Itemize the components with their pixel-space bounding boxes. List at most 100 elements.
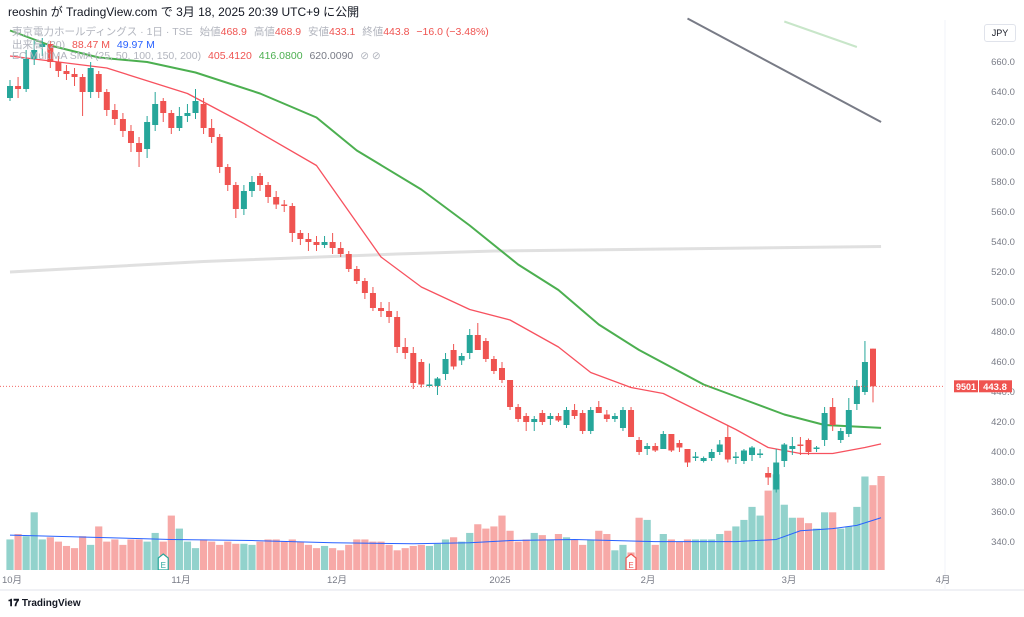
candle[interactable] bbox=[861, 341, 868, 395]
candle[interactable] bbox=[458, 353, 465, 365]
candle[interactable] bbox=[39, 38, 46, 56]
candle[interactable] bbox=[192, 89, 199, 119]
candle[interactable] bbox=[789, 437, 796, 455]
candle[interactable] bbox=[216, 134, 223, 173]
candle[interactable] bbox=[95, 71, 102, 98]
candle[interactable] bbox=[684, 449, 691, 467]
earnings-marker[interactable]: E bbox=[157, 553, 169, 570]
candle[interactable] bbox=[587, 407, 594, 434]
candle[interactable] bbox=[870, 348, 876, 403]
candle[interactable] bbox=[716, 440, 723, 455]
candle[interactable] bbox=[732, 452, 739, 464]
candle[interactable] bbox=[103, 89, 110, 116]
candle[interactable] bbox=[136, 137, 143, 167]
candle[interactable] bbox=[797, 437, 804, 455]
symbol-title[interactable]: 東京電力ホールディングス · 1日 · TSE bbox=[12, 26, 193, 38]
candle[interactable] bbox=[426, 363, 433, 388]
candle[interactable] bbox=[176, 107, 183, 131]
candle[interactable] bbox=[119, 113, 126, 137]
candle[interactable] bbox=[547, 413, 554, 425]
candle[interactable] bbox=[289, 203, 296, 242]
candle[interactable] bbox=[321, 236, 328, 248]
candle[interactable] bbox=[337, 242, 344, 257]
earnings-marker[interactable]: E bbox=[625, 553, 637, 570]
candle[interactable] bbox=[305, 233, 312, 251]
candle[interactable] bbox=[845, 398, 852, 437]
candle[interactable] bbox=[418, 359, 425, 388]
tradingview-logo[interactable]: 𝟏𝟕 TradingView bbox=[8, 598, 81, 609]
candle[interactable] bbox=[571, 404, 578, 419]
candle[interactable] bbox=[224, 164, 231, 191]
candle[interactable] bbox=[853, 380, 860, 410]
candle[interactable] bbox=[7, 80, 13, 101]
candle[interactable] bbox=[724, 425, 731, 463]
candle[interactable] bbox=[168, 110, 175, 134]
candle[interactable] bbox=[257, 173, 264, 191]
candle[interactable] bbox=[281, 200, 288, 212]
candle[interactable] bbox=[240, 185, 247, 215]
candle[interactable] bbox=[708, 449, 715, 461]
candle[interactable] bbox=[15, 77, 22, 98]
candle[interactable] bbox=[79, 74, 86, 116]
candle[interactable] bbox=[821, 407, 828, 446]
candle[interactable] bbox=[757, 449, 764, 458]
candle[interactable] bbox=[23, 50, 30, 92]
candle[interactable] bbox=[31, 39, 38, 66]
candle[interactable] bbox=[474, 323, 481, 350]
candle[interactable] bbox=[563, 407, 570, 428]
candle[interactable] bbox=[813, 446, 820, 452]
candle[interactable] bbox=[144, 116, 151, 158]
candle[interactable] bbox=[386, 302, 393, 323]
currency-button[interactable]: JPY bbox=[984, 24, 1016, 42]
candle[interactable] bbox=[232, 182, 239, 218]
candle[interactable] bbox=[442, 353, 449, 380]
candle[interactable] bbox=[523, 413, 530, 431]
candle[interactable] bbox=[265, 182, 272, 203]
candle[interactable] bbox=[111, 104, 118, 125]
candle[interactable] bbox=[507, 380, 514, 410]
candle[interactable] bbox=[531, 416, 538, 431]
candle[interactable] bbox=[781, 443, 788, 467]
candle[interactable] bbox=[273, 191, 280, 209]
candle[interactable] bbox=[63, 65, 70, 80]
candle[interactable] bbox=[490, 356, 497, 374]
candle[interactable] bbox=[749, 446, 756, 461]
candle[interactable] bbox=[378, 302, 385, 317]
candle[interactable] bbox=[410, 347, 417, 389]
candle[interactable] bbox=[313, 236, 320, 251]
candle[interactable] bbox=[184, 104, 191, 122]
candle[interactable] bbox=[660, 431, 667, 449]
candle[interactable] bbox=[127, 125, 134, 152]
candle[interactable] bbox=[676, 440, 683, 452]
candle[interactable] bbox=[837, 428, 844, 443]
candle[interactable] bbox=[87, 62, 94, 98]
candle[interactable] bbox=[611, 413, 618, 422]
candle[interactable] bbox=[740, 449, 747, 464]
candle[interactable] bbox=[450, 344, 457, 370]
candle[interactable] bbox=[636, 437, 643, 455]
candle[interactable] bbox=[595, 401, 602, 413]
candle[interactable] bbox=[579, 410, 586, 434]
candle[interactable] bbox=[539, 410, 546, 425]
candle[interactable] bbox=[692, 452, 699, 461]
candle[interactable] bbox=[668, 434, 675, 452]
candle[interactable] bbox=[55, 56, 62, 77]
candle[interactable] bbox=[619, 407, 626, 431]
candle[interactable] bbox=[329, 233, 336, 254]
candle[interactable] bbox=[765, 467, 772, 485]
candle[interactable] bbox=[152, 92, 159, 131]
candle[interactable] bbox=[297, 230, 304, 245]
candle[interactable] bbox=[200, 98, 207, 134]
candle[interactable] bbox=[829, 398, 836, 431]
candle[interactable] bbox=[603, 410, 610, 422]
ma-label[interactable]: EC MultiMA SMA (25, 50, 100, 150, 200) bbox=[12, 50, 202, 62]
candle[interactable] bbox=[652, 443, 659, 452]
candle[interactable] bbox=[482, 338, 489, 362]
candle[interactable] bbox=[466, 329, 473, 359]
candle[interactable] bbox=[555, 413, 562, 422]
candle[interactable] bbox=[248, 176, 255, 197]
candle[interactable] bbox=[434, 377, 441, 395]
candle[interactable] bbox=[644, 443, 651, 455]
candle[interactable] bbox=[353, 266, 360, 284]
